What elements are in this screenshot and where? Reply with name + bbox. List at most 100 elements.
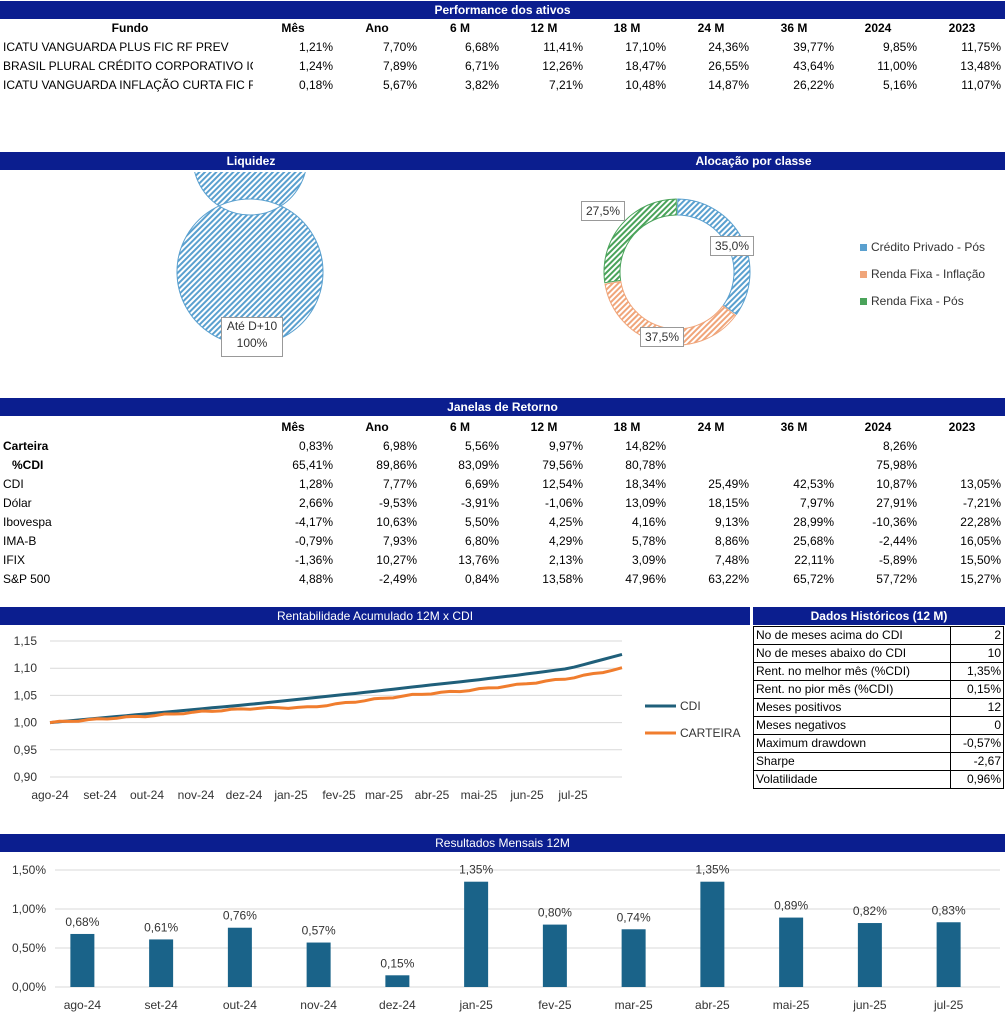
dados-historicos-value: 12	[949, 698, 1005, 717]
performance-cell: 5,67%	[382, 78, 417, 92]
performance-header-9: 2023	[948, 21, 976, 35]
janelas-header-5: 18 M	[613, 420, 641, 434]
janelas-cell: 0,83%	[298, 439, 333, 453]
performance-cell: 0,18%	[298, 78, 333, 92]
janelas-cell: 25,68%	[793, 534, 834, 548]
janelas-cell: 7,97%	[799, 496, 834, 510]
bar-data-label: 0,61%	[144, 920, 178, 934]
janelas-cell: -1,36%	[294, 553, 333, 567]
bar-data-label: 0,57%	[302, 924, 336, 938]
alocacao-legend-label: Renda Fixa - Pós	[871, 294, 964, 308]
alocacao-data-label: 27,5%	[581, 201, 626, 221]
janelas-cell: 5,56%	[464, 439, 499, 453]
alocacao-legend-swatch	[860, 271, 867, 278]
bar-dez-24	[385, 975, 410, 987]
bar-jun-25	[857, 923, 882, 987]
performance-cell: 26,55%	[708, 59, 749, 73]
bar-xtick-label: ago-24	[64, 998, 102, 1012]
bar-xtick-label: mai-25	[773, 998, 810, 1012]
janelas-cell: 9,97%	[548, 439, 583, 453]
janelas-cell: 13,58%	[542, 572, 583, 586]
performance-cell: 43,64%	[793, 59, 834, 73]
performance-cell: 14,87%	[708, 78, 749, 92]
janelas-cell: 9,13%	[714, 515, 749, 529]
dados-historicos-row: Volatilidade 0,96%	[753, 770, 1005, 789]
janelas-header-4: 12 M	[530, 420, 558, 434]
janelas-header-8: 2024	[864, 420, 892, 434]
line-series-carteira	[49, 666, 623, 725]
janelas-cell: 65,41%	[292, 458, 333, 472]
performance-cell: 6,71%	[464, 59, 499, 73]
janelas-cell: 42,53%	[793, 477, 834, 491]
janelas-cell: 57,72%	[876, 572, 917, 586]
dados-historicos-value: 1,35%	[949, 662, 1005, 681]
janelas-title-band: Janelas de Retorno	[0, 398, 1005, 416]
dados-historicos-value: 0,15%	[949, 680, 1005, 699]
janelas-cell: 27,91%	[876, 496, 917, 510]
rentabilidade-line-chart: 0,90 0,95 1,00 1,05 1,10 1,15 ago-24 set-24 out-…	[14, 634, 741, 802]
janelas-cell: -0,79%	[294, 534, 333, 548]
bar-data-label: 0,89%	[774, 899, 808, 913]
line-legend-label: CARTEIRA	[680, 726, 740, 740]
janelas-row-label: Dólar	[3, 496, 32, 510]
line-xtick-label: dez-24	[226, 788, 263, 802]
dados-historicos-value: -0,57%	[949, 734, 1005, 753]
janelas-cell: 63,22%	[708, 572, 749, 586]
alocacao-slice-2	[603, 198, 677, 284]
dados-historicos-label: No de meses abaixo do CDI	[753, 644, 951, 663]
bar-ytick-label: 1,50%	[12, 863, 46, 877]
janelas-cell: -2,49%	[378, 572, 417, 586]
alocacao-legend-label: Renda Fixa - Inflação	[871, 267, 986, 281]
performance-header-5: 18 M	[613, 21, 641, 35]
performance-cell: 1,24%	[298, 59, 333, 73]
janelas-header-7: 36 M	[780, 420, 808, 434]
performance-header-7: 36 M	[780, 21, 808, 35]
janelas-cell: 6,69%	[464, 477, 499, 491]
janelas-header-6: 24 M	[697, 420, 725, 434]
performance-cell: 13,48%	[960, 59, 1001, 73]
bar-xtick-label: set-24	[144, 998, 178, 1012]
bar-nov-24	[306, 942, 331, 987]
bar-fev-25	[542, 924, 567, 987]
janelas-cell: 7,48%	[714, 553, 749, 567]
bar-jan-25	[464, 881, 489, 987]
janelas-cell: -7,21%	[962, 496, 1001, 510]
bar-xtick-label: abr-25	[695, 998, 730, 1012]
bar-out-24	[227, 927, 252, 987]
janelas-cell: 79,56%	[542, 458, 583, 472]
performance-cell: 9,85%	[882, 40, 917, 54]
performance-header-1: Mês	[281, 21, 305, 35]
dados-historicos-row: Meses negativos 0	[753, 716, 1005, 735]
janelas-cell: 8,86%	[714, 534, 749, 548]
bar-xtick-label: fev-25	[538, 998, 572, 1012]
janelas-cell: -1,06%	[544, 496, 583, 510]
janelas-cell: 28,99%	[793, 515, 834, 529]
performance-header-8: 2024	[864, 21, 892, 35]
janelas-cell: 5,50%	[464, 515, 499, 529]
resultados-mensais-bar-chart: 0,00% 0,50% 1,00% 1,50% 0,68% ago-24 0,61% set-…	[12, 863, 1000, 1012]
dados-historicos-title: Dados Históricos (12 M)	[810, 609, 948, 623]
bar-mar-25	[621, 929, 646, 987]
performance-title: Performance dos ativos	[434, 3, 571, 17]
line-ytick-label: 1,15	[14, 634, 38, 648]
janelas-cell: 15,50%	[960, 553, 1001, 567]
janelas-cell: 80,78%	[625, 458, 666, 472]
alocacao-legend-label: Crédito Privado - Pós	[871, 240, 986, 254]
performance-cell: 12,26%	[542, 59, 583, 73]
line-xtick-label: abr-25	[415, 788, 450, 802]
janelas-row-label: Carteira	[3, 439, 49, 453]
janelas-header-2: Ano	[365, 420, 389, 434]
janelas-cell: 75,98%	[876, 458, 917, 472]
bar-xtick-label: jun-25	[852, 998, 887, 1012]
janelas-cell: -4,17%	[294, 515, 333, 529]
janelas-row-label: S&P 500	[3, 572, 51, 586]
alocacao-slice-0	[677, 198, 751, 316]
performance-cell: 17,10%	[625, 40, 666, 54]
line-ytick-label: 1,05	[14, 688, 38, 702]
line-xtick-label: jul-25	[557, 788, 588, 802]
liquidez-donut-chart	[176, 172, 324, 346]
janelas-row-label: IFIX	[3, 553, 26, 567]
janelas-cell: 7,77%	[382, 477, 417, 491]
janelas-cell: 18,15%	[708, 496, 749, 510]
janelas-cell: 5,78%	[631, 534, 666, 548]
